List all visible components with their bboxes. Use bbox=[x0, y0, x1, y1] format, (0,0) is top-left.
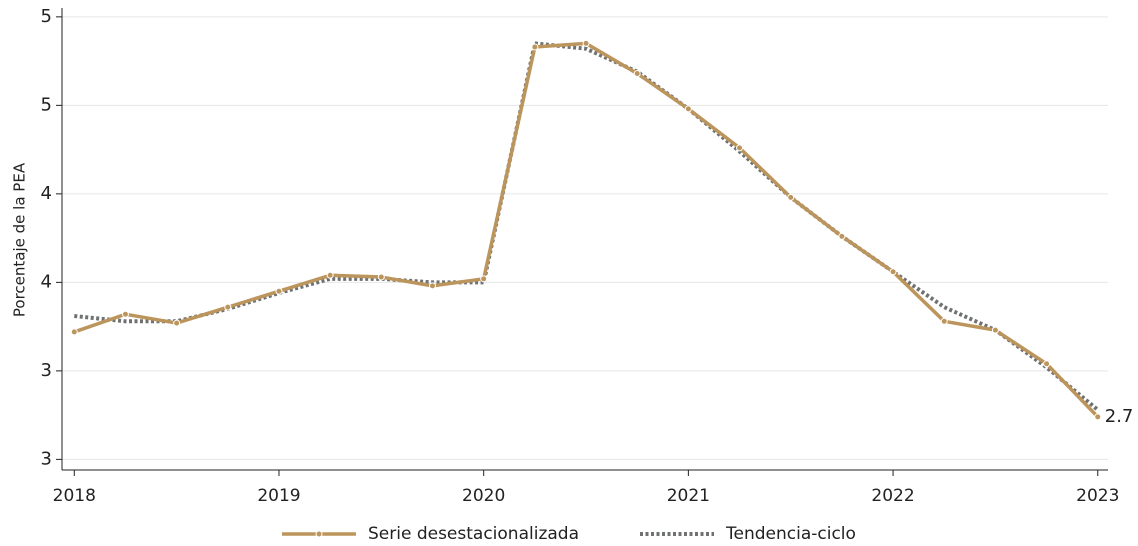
y-tick-label: 5 bbox=[41, 6, 52, 27]
point bbox=[940, 317, 948, 325]
point bbox=[275, 287, 283, 295]
point bbox=[787, 193, 795, 201]
point bbox=[377, 273, 385, 281]
value-label: 2.7 bbox=[1105, 406, 1134, 427]
series-line bbox=[73, 41, 1100, 419]
y-axis-label: Porcentaje de la PEA bbox=[11, 162, 29, 317]
y-tick-label: 5 bbox=[41, 94, 52, 115]
point bbox=[70, 328, 78, 336]
point bbox=[838, 232, 846, 240]
point bbox=[173, 319, 181, 327]
legend-dot bbox=[315, 530, 323, 538]
y-tick-label: 4 bbox=[41, 183, 52, 204]
point bbox=[736, 144, 744, 152]
legend-label: Tendencia-ciclo bbox=[725, 524, 856, 544]
legend-label: Serie desestacionalizada bbox=[368, 524, 579, 544]
point bbox=[582, 39, 590, 47]
point bbox=[121, 310, 129, 318]
y-tick-label: 3 bbox=[41, 448, 52, 469]
x-tick-label: 2022 bbox=[871, 486, 914, 506]
x-tick-label: 2018 bbox=[53, 486, 96, 506]
y-tick-label: 4 bbox=[41, 271, 52, 292]
point bbox=[531, 43, 539, 51]
x-tick-label: 2019 bbox=[257, 486, 300, 506]
point bbox=[889, 268, 897, 276]
point bbox=[326, 271, 334, 279]
x-tick-label: 2021 bbox=[667, 486, 710, 506]
point bbox=[480, 275, 488, 283]
point bbox=[1043, 360, 1051, 368]
point bbox=[684, 105, 692, 113]
x-tick-label: 2020 bbox=[462, 486, 505, 506]
point bbox=[429, 282, 437, 290]
point bbox=[224, 303, 232, 311]
x-tick-label: 2023 bbox=[1076, 486, 1119, 506]
y-tick-label: 3 bbox=[41, 360, 52, 381]
point bbox=[633, 69, 641, 77]
series-line bbox=[74, 41, 1100, 412]
point bbox=[991, 326, 999, 334]
point bbox=[1094, 413, 1102, 421]
